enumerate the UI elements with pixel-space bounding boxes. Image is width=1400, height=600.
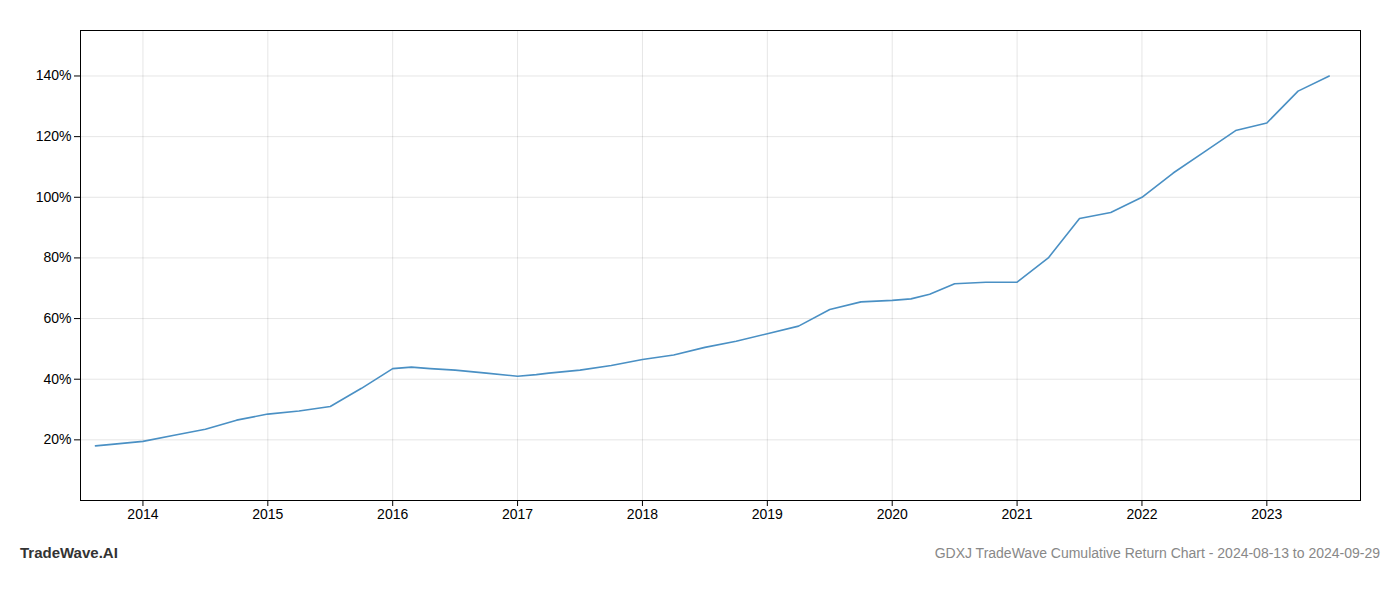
svg-text:2021: 2021 — [1002, 506, 1033, 522]
svg-text:120%: 120% — [36, 128, 72, 144]
svg-text:140%: 140% — [36, 67, 72, 83]
html-text:GDXJ TradeWave Cumulative Retu: GDXJ TradeWave Cumulative Return Chart -… — [934, 545, 1380, 561]
svg-text:20%: 20% — [43, 431, 71, 447]
svg-text:2019: 2019 — [752, 506, 783, 522]
html-text:TradeWave.AI: TradeWave.AI — [20, 544, 118, 561]
svg-text:40%: 40% — [43, 371, 71, 387]
svg-text:2017: 2017 — [502, 506, 533, 522]
svg-text:80%: 80% — [43, 249, 71, 265]
svg-text:2023: 2023 — [1251, 506, 1282, 522]
svg-text:100%: 100% — [36, 189, 72, 205]
svg-text:2015: 2015 — [252, 506, 283, 522]
svg-text:2020: 2020 — [877, 506, 908, 522]
svg-text:60%: 60% — [43, 310, 71, 326]
svg-text:2014: 2014 — [127, 506, 158, 522]
svg-text:2016: 2016 — [377, 506, 408, 522]
svg-text:2018: 2018 — [627, 506, 658, 522]
svg-text:2022: 2022 — [1126, 506, 1157, 522]
